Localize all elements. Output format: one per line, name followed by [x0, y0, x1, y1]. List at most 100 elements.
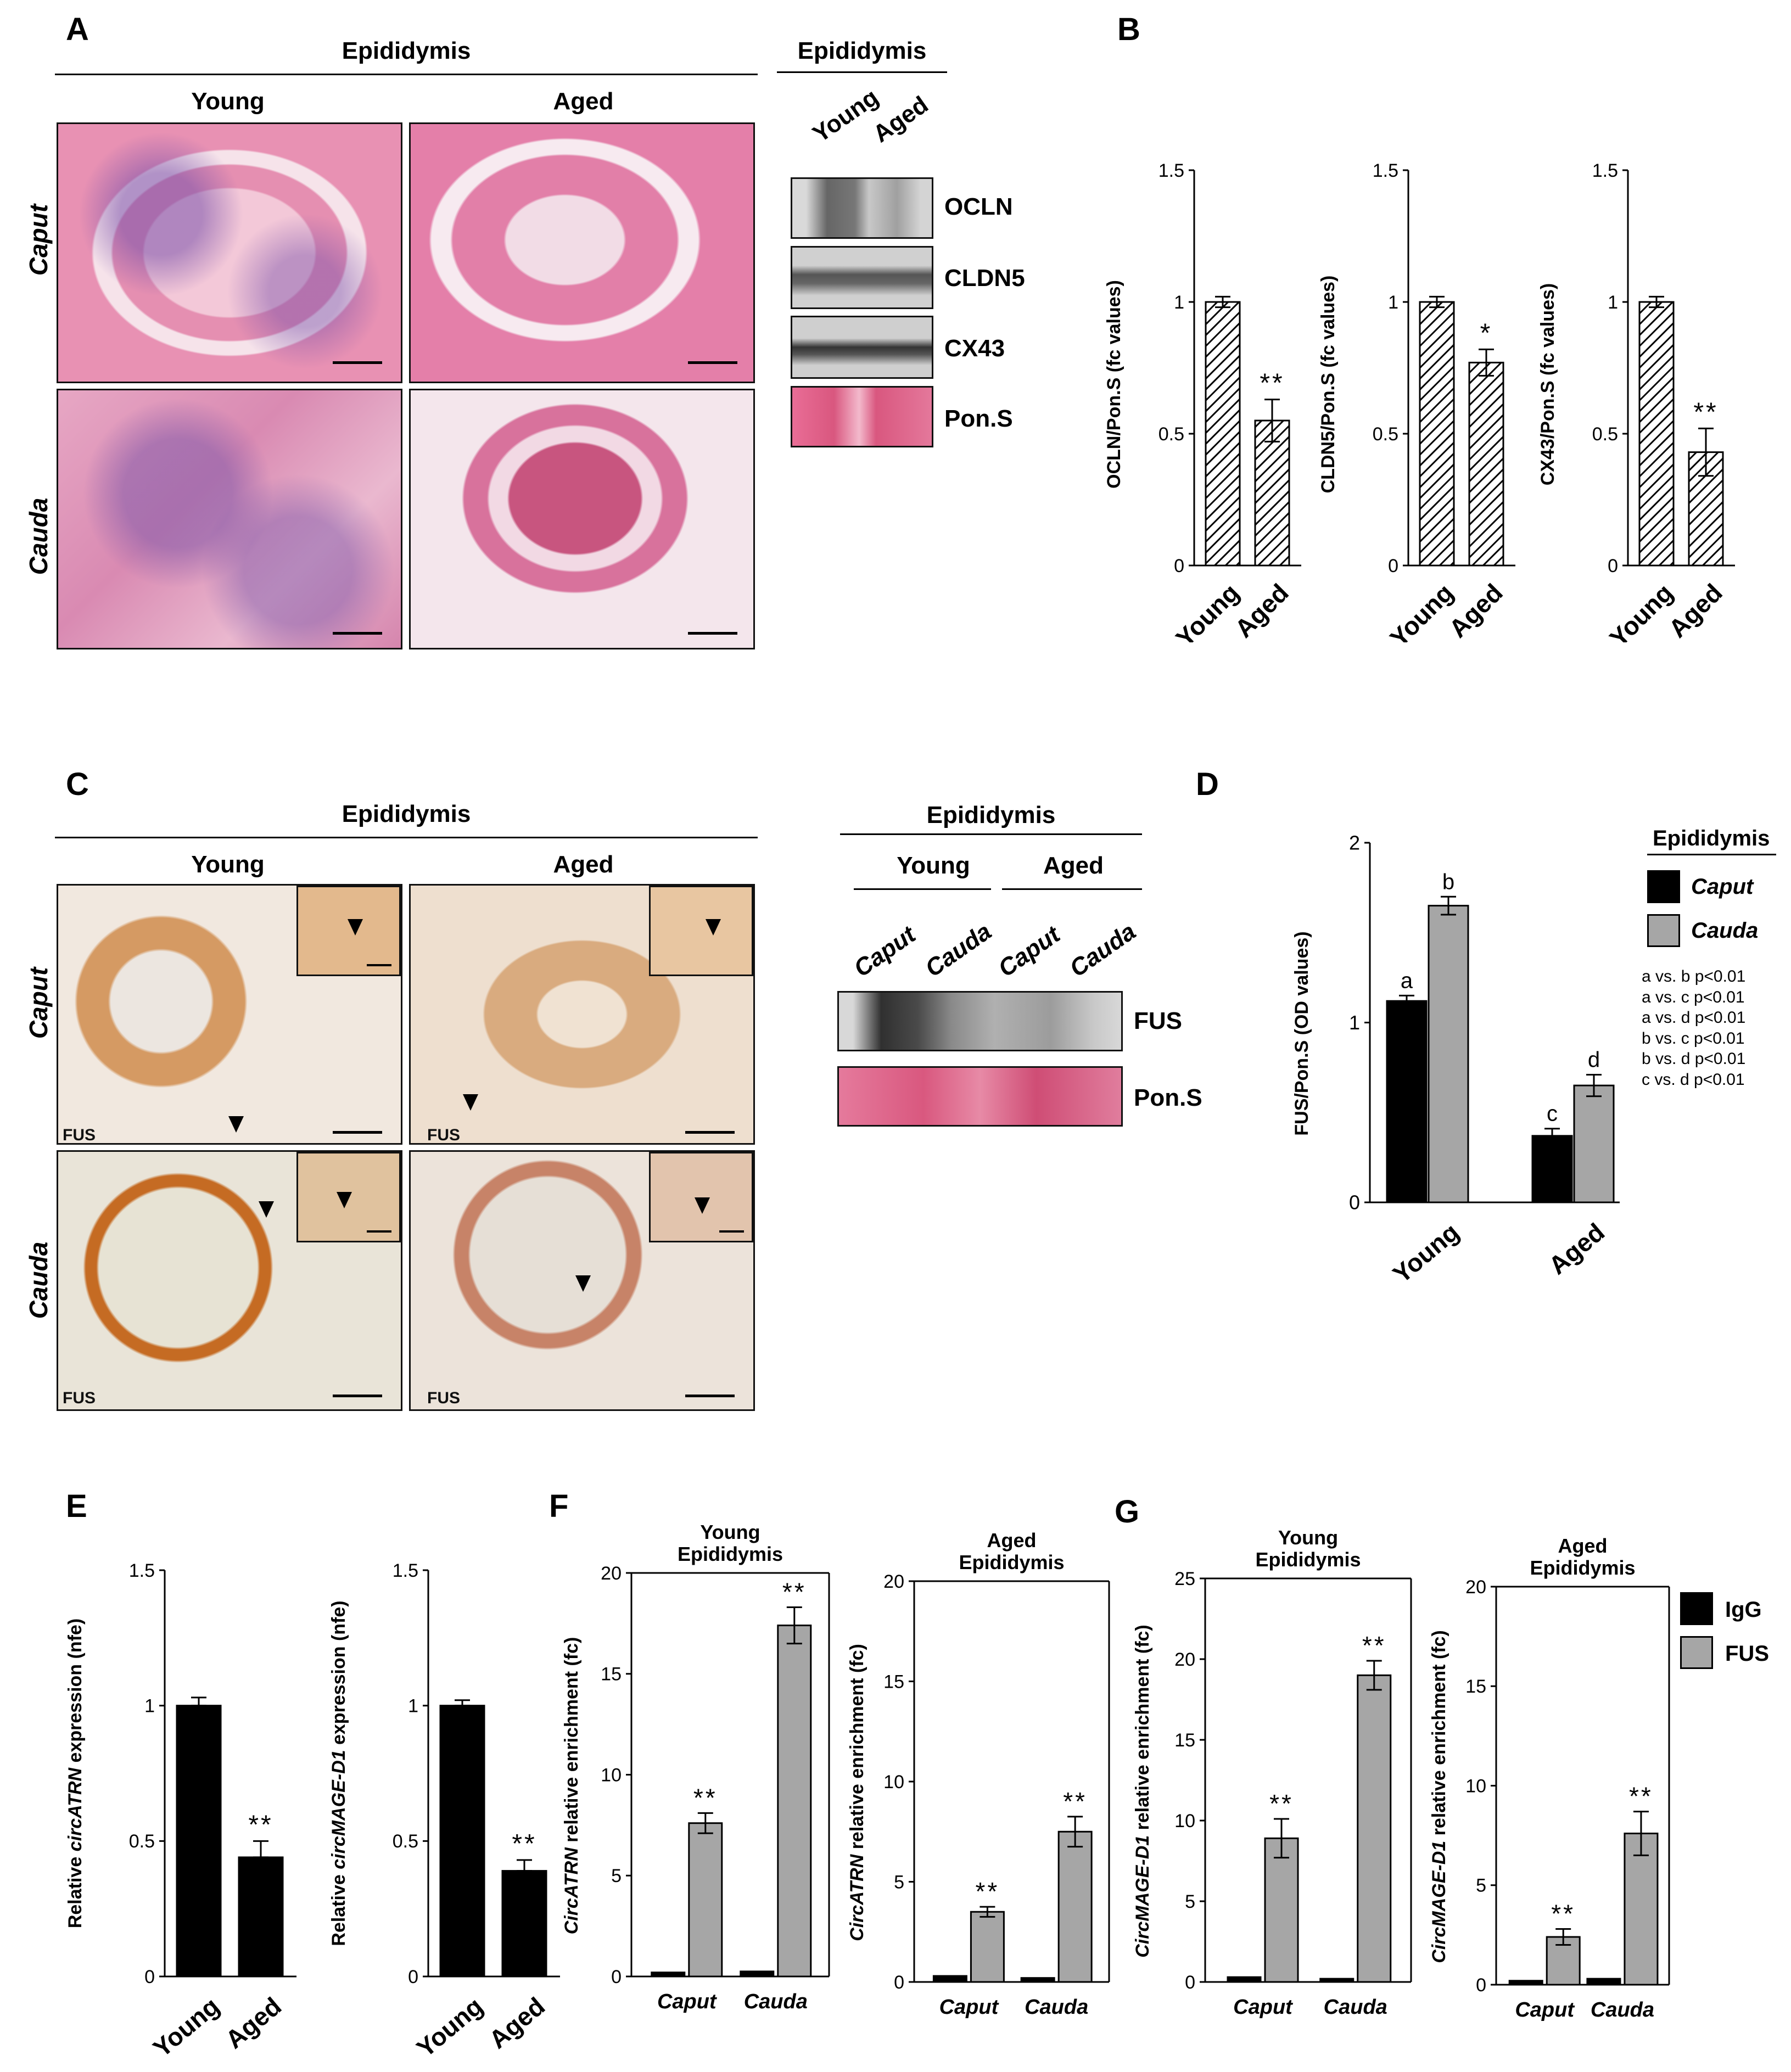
chart-b3: 0 0.5 1 1.5 CX43/Pon.S (fc values) Young ** Age…	[1537, 160, 1735, 642]
y-axis-label: CircMAGE-D1 relative enrichment (fc)	[1132, 1625, 1153, 1958]
blot-c-lane-2: Cauda	[920, 917, 997, 983]
chart-d: 0 1 2 FUS/Pon.S (OD values) a b Young c d Aged	[1291, 832, 1620, 1289]
chart-title: Aged	[1558, 1535, 1608, 1557]
y-tick-label: 20	[883, 1571, 904, 1592]
bar-caput-aged	[1531, 1135, 1573, 1203]
bar-fus-cauda	[777, 1625, 812, 1978]
blot-c-lane-4: Cauda	[1065, 917, 1141, 983]
y-tick-label: 5	[1185, 1891, 1195, 1912]
significance-mark: **	[512, 1829, 536, 1858]
y-tick-label: 0.5	[1158, 424, 1184, 445]
y-tick-label: 20	[1174, 1649, 1195, 1670]
bar-aged	[501, 1870, 547, 1978]
scale-bar	[333, 1131, 382, 1134]
y-tick-label: 5	[894, 1872, 904, 1892]
stat-line: c vs. d p<0.01	[1642, 1070, 1745, 1089]
chart-title: Aged	[987, 1529, 1037, 1552]
x-tick-label: Young	[1604, 578, 1678, 642]
panel-c-blot-young-rule	[854, 888, 991, 890]
blot-band-pons-c	[837, 1066, 1123, 1127]
significance-mark: **	[1629, 1782, 1653, 1811]
y-tick-label: 0.5	[1592, 424, 1618, 445]
y-tick-label: 0	[144, 1967, 155, 1987]
panel-c-header: Epididymis	[342, 800, 471, 827]
y-tick-label: 0	[894, 1972, 904, 1993]
chart-title: Epididymis	[1530, 1556, 1635, 1579]
scale-bar	[685, 1395, 735, 1397]
ylabel-part: Relative	[65, 1851, 86, 1928]
bar-cauda-young	[1428, 905, 1469, 1203]
bar-igg-cauda	[1319, 1978, 1355, 1983]
x-tick-label: Young	[1387, 1217, 1464, 1289]
y-tick-label: 1.5	[393, 1560, 418, 1581]
bar-fus-cauda	[1057, 1830, 1093, 1983]
x-tick-label: Cauda	[1591, 1998, 1654, 2021]
y-axis-label: CLDN5/Pon.S (fc values)	[1318, 276, 1339, 494]
blot-band-cldn5	[791, 246, 933, 309]
blot-band-fus	[837, 991, 1123, 1051]
ylabel-part: expression (nfe)	[65, 1619, 86, 1768]
blot-c-label-pons: Pon.S	[1134, 1084, 1202, 1111]
bar-igg-caput	[1227, 1976, 1262, 1983]
y-tick-label: 1	[144, 1696, 155, 1717]
y-tick-label: 15	[883, 1671, 904, 1692]
panel-letter-b: B	[1117, 12, 1140, 47]
y-tick-label: 25	[1174, 1569, 1195, 1589]
arrowhead-icon	[706, 919, 721, 936]
ylabel-part: relative enrichment (fc)	[1132, 1625, 1153, 1835]
arrowhead-icon	[337, 1192, 352, 1208]
x-tick-label: Aged	[1229, 578, 1294, 642]
y-tick-label: 1	[1388, 292, 1398, 313]
panel-letter-d: D	[1196, 766, 1219, 802]
scale-bar	[685, 1131, 735, 1134]
panel-letter-f: F	[549, 1488, 569, 1524]
group-letter: c	[1547, 1102, 1558, 1126]
blot-a-label-pons: Pon.S	[944, 405, 1013, 432]
micrograph-a-young-caput	[57, 122, 402, 383]
stat-line: a vs. b p<0.01	[1642, 967, 1746, 985]
x-tick-label: Cauda	[1324, 1996, 1387, 2019]
y-tick-label: 2	[1349, 832, 1360, 854]
blot-c-label-fus: FUS	[1134, 1007, 1182, 1034]
y-tick-label: 0	[1349, 1191, 1360, 1214]
x-tick-label: Aged	[220, 1991, 287, 2054]
bar-caput-young	[1386, 1000, 1428, 1203]
ylabel-part: Relative	[328, 1869, 349, 1946]
stat-line: b vs. c p<0.01	[1642, 1029, 1745, 1048]
y-tick-label: 15	[1465, 1676, 1486, 1697]
x-tick-label: Caput	[657, 1990, 717, 2013]
bar-aged	[1468, 361, 1504, 567]
arrowhead-icon	[348, 919, 363, 936]
y-tick-label: 0	[1185, 1972, 1195, 1993]
legend-label-cauda: Cauda	[1691, 919, 1759, 943]
blot-band-pons-a	[791, 386, 933, 447]
significance-mark: *	[1480, 318, 1493, 348]
legend-swatch-cauda	[1647, 914, 1680, 947]
legend-swatch-caput	[1647, 870, 1680, 903]
x-tick-label: Aged	[484, 1991, 551, 2054]
micrograph-a-young-cauda	[57, 389, 402, 649]
y-tick-label: 1	[1608, 292, 1618, 313]
ylabel-part: relative enrichment (fc)	[847, 1644, 867, 1855]
ylabel-part-italic: CircATRN	[561, 1847, 582, 1934]
chart-title: Young	[1278, 1526, 1338, 1549]
scale-bar	[333, 1395, 382, 1397]
y-tick-label: 1.5	[1592, 160, 1618, 181]
legend-g: IgG FUS	[1680, 1592, 1790, 1691]
stain-label: FUS	[63, 1126, 96, 1144]
chart-e1: 0 0.5 1 1.5 Relative circATRN expression (nf…	[65, 1560, 296, 2063]
y-axis-label: CX43/Pon.S (fc values)	[1537, 283, 1558, 485]
scale-bar	[719, 1230, 744, 1233]
legend-label-caput: Caput	[1691, 875, 1754, 899]
stain-label: FUS	[427, 1389, 460, 1407]
bar-aged	[238, 1856, 284, 1978]
significance-mark: **	[975, 1877, 999, 1906]
panel-a-blot-rule	[777, 71, 947, 73]
panel-c-blot-group-aged: Aged	[1043, 852, 1104, 879]
bar-aged	[1254, 419, 1290, 567]
x-tick-label: Young	[411, 1991, 488, 2063]
y-axis-label: Relative circATRN expression (nfe)	[65, 1619, 86, 1928]
panel-a-col-aged: Aged	[553, 88, 614, 115]
